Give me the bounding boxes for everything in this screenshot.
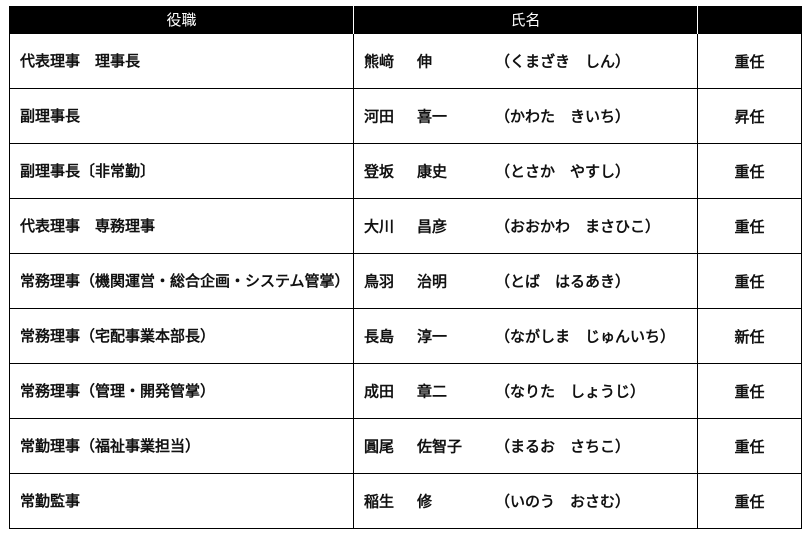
status-cell: 重任 [697, 143, 802, 199]
officers-table: 役職 氏名 代表理事 理事長 熊﨑 伸 （くまざき しん） 重任 副理事長 河田 … [9, 6, 802, 529]
given-name: 佐智子 [417, 437, 463, 456]
name-cell: 稲生 修 （いのう おさむ） [353, 473, 698, 529]
header-status [697, 6, 802, 34]
name-reading: （とさか やすし） [495, 162, 631, 181]
header-role: 役職 [9, 6, 354, 34]
name-reading: （くまざき しん） [495, 52, 631, 71]
status-cell: 重任 [697, 33, 802, 89]
given-name: 章二 [417, 382, 448, 401]
role-cell: 常務理事（宅配事業本部長） [9, 308, 354, 364]
role-cell: 常務理事（管理・開発管掌） [9, 363, 354, 419]
name-cell: 成田 章二 （なりた しょうじ） [353, 363, 698, 419]
table-row: 常勤監事 稲生 修 （いのう おさむ） 重任 [9, 473, 802, 529]
status-cell: 重任 [697, 473, 802, 529]
surname: 大川 [364, 217, 395, 236]
surname: 長島 [364, 327, 395, 346]
role-cell: 常勤理事（福祉事業担当） [9, 418, 354, 474]
table-row: 副理事長〔非常勤〕 登坂 康史 （とさか やすし） 重任 [9, 143, 802, 199]
role-cell: 常勤監事 [9, 473, 354, 529]
name-reading: （なりた しょうじ） [495, 382, 646, 401]
name-cell: 大川 昌彦 （おおかわ まさひこ） [353, 198, 698, 254]
given-name: 淳一 [417, 327, 448, 346]
surname: 成田 [364, 382, 395, 401]
role-cell: 副理事長 [9, 88, 354, 144]
name-cell: 登坂 康史 （とさか やすし） [353, 143, 698, 199]
table-row: 副理事長 河田 喜一 （かわた きいち） 昇任 [9, 88, 802, 144]
name-reading: （まるお さちこ） [495, 437, 631, 456]
given-name: 康史 [417, 162, 448, 181]
surname: 河田 [364, 107, 395, 126]
name-cell: 鳥羽 治明 （とば はるあき） [353, 253, 698, 309]
given-name: 昌彦 [417, 217, 448, 236]
name-cell: 河田 喜一 （かわた きいち） [353, 88, 698, 144]
given-name: 伸 [417, 52, 433, 71]
given-name: 喜一 [417, 107, 448, 126]
table-row: 代表理事 理事長 熊﨑 伸 （くまざき しん） 重任 [9, 33, 802, 89]
table-row: 代表理事 専務理事 大川 昌彦 （おおかわ まさひこ） 重任 [9, 198, 802, 254]
surname: 稲生 [364, 492, 395, 511]
status-cell: 重任 [697, 363, 802, 419]
name-reading: （いのう おさむ） [495, 492, 631, 511]
table-row: 常務理事（宅配事業本部長） 長島 淳一 （ながしま じゅんいち） 新任 [9, 308, 802, 364]
surname: 鳥羽 [364, 272, 395, 291]
surname: 熊﨑 [364, 52, 395, 71]
status-cell: 重任 [697, 253, 802, 309]
role-cell: 副理事長〔非常勤〕 [9, 143, 354, 199]
name-cell: 長島 淳一 （ながしま じゅんいち） [353, 308, 698, 364]
header-name: 氏名 [353, 6, 698, 34]
given-name: 治明 [417, 272, 448, 291]
name-reading: （かわた きいち） [495, 107, 631, 126]
status-cell: 新任 [697, 308, 802, 364]
table-row: 常務理事（管理・開発管掌） 成田 章二 （なりた しょうじ） 重任 [9, 363, 802, 419]
surname: 圓尾 [364, 437, 395, 456]
name-reading: （おおかわ まさひこ） [495, 217, 661, 236]
table-row: 常務理事（機関運営・総合企画・システム管掌） 鳥羽 治明 （とば はるあき） 重… [9, 253, 802, 309]
given-name: 修 [417, 492, 433, 511]
name-cell: 圓尾 佐智子 （まるお さちこ） [353, 418, 698, 474]
status-cell: 重任 [697, 198, 802, 254]
status-cell: 重任 [697, 418, 802, 474]
status-cell: 昇任 [697, 88, 802, 144]
name-reading: （ながしま じゅんいち） [495, 327, 676, 346]
table-row: 常勤理事（福祉事業担当） 圓尾 佐智子 （まるお さちこ） 重任 [9, 418, 802, 474]
role-cell: 代表理事 理事長 [9, 33, 354, 89]
name-reading: （とば はるあき） [495, 272, 631, 291]
header-row: 役職 氏名 [9, 6, 802, 34]
surname: 登坂 [364, 162, 395, 181]
name-cell: 熊﨑 伸 （くまざき しん） [353, 33, 698, 89]
role-cell: 常務理事（機関運営・総合企画・システム管掌） [9, 253, 354, 309]
role-cell: 代表理事 専務理事 [9, 198, 354, 254]
